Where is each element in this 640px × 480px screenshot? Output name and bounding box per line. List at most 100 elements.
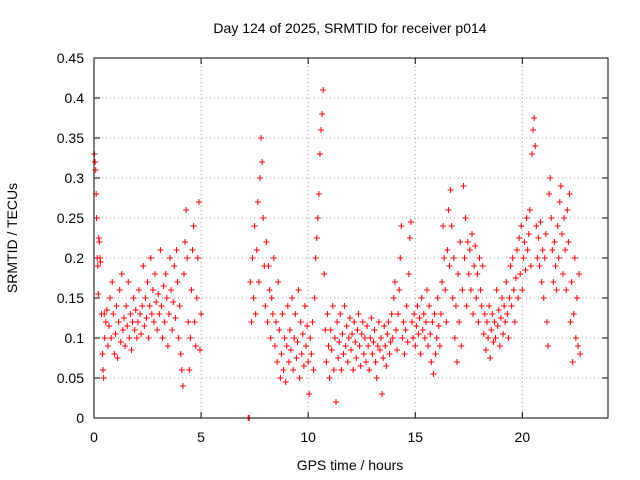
data-point <box>425 343 432 349</box>
data-point <box>284 303 291 309</box>
data-point <box>569 359 576 365</box>
data-point <box>328 347 335 353</box>
data-point <box>506 295 513 301</box>
data-point <box>558 231 565 237</box>
data-point <box>387 339 394 345</box>
data-point <box>497 315 504 321</box>
data-point <box>512 275 519 281</box>
data-point <box>432 351 439 357</box>
data-point <box>160 283 167 289</box>
data-point <box>495 307 502 313</box>
data-point <box>119 327 126 333</box>
data-point <box>253 247 260 253</box>
data-point <box>137 311 144 317</box>
data-point <box>110 311 117 317</box>
data-point <box>520 255 527 261</box>
data-point <box>480 331 487 337</box>
data-point <box>318 127 325 133</box>
data-point <box>255 279 262 285</box>
data-point <box>372 359 379 365</box>
y-tick-label: 0.35 <box>57 130 84 146</box>
data-point <box>135 287 142 293</box>
data-point <box>391 279 398 285</box>
data-point <box>298 351 305 357</box>
data-point <box>388 311 395 317</box>
data-point <box>252 311 259 317</box>
data-point <box>103 307 110 313</box>
data-point <box>436 343 443 349</box>
data-point <box>111 351 118 357</box>
data-point <box>428 359 435 365</box>
data-point <box>150 319 157 325</box>
data-point <box>538 279 545 285</box>
data-point <box>576 271 583 277</box>
data-point <box>390 295 397 301</box>
data-point <box>503 279 510 285</box>
data-point <box>133 335 140 341</box>
data-point <box>316 151 323 157</box>
data-point <box>132 307 139 313</box>
data-point <box>477 287 484 293</box>
data-point <box>327 327 334 333</box>
data-point <box>263 239 270 245</box>
x-tick-label: 5 <box>197 429 205 445</box>
data-point <box>424 287 431 293</box>
data-point <box>300 363 307 369</box>
data-point <box>157 247 164 253</box>
data-point <box>439 279 446 285</box>
data-point <box>299 331 306 337</box>
data-point <box>118 271 125 277</box>
data-point <box>515 295 522 301</box>
data-point <box>346 315 353 321</box>
data-point <box>340 351 347 357</box>
data-point <box>254 199 261 205</box>
data-point <box>286 327 293 333</box>
data-point <box>556 199 563 205</box>
data-point <box>303 343 310 349</box>
data-point <box>371 327 378 333</box>
data-point <box>376 347 383 353</box>
data-point <box>478 303 485 309</box>
data-point <box>247 279 254 285</box>
data-point <box>434 295 441 301</box>
data-point <box>369 351 376 357</box>
data-point <box>183 207 190 213</box>
data-point <box>310 367 317 373</box>
data-point <box>510 287 517 293</box>
data-point <box>492 335 499 341</box>
data-point <box>443 319 450 325</box>
data-point <box>491 319 498 325</box>
data-point <box>448 223 455 229</box>
data-point <box>430 371 437 377</box>
data-point <box>113 303 120 309</box>
data-point <box>248 319 255 325</box>
data-point <box>410 335 417 341</box>
data-point <box>322 327 329 333</box>
data-point <box>352 339 359 345</box>
data-point <box>536 263 543 269</box>
y-tick-label: 0.4 <box>65 90 85 106</box>
data-point <box>343 323 350 329</box>
data-point <box>260 215 267 221</box>
data-point <box>305 359 312 365</box>
data-point <box>409 319 416 325</box>
data-point <box>356 343 363 349</box>
data-point <box>161 319 168 325</box>
data-point <box>182 239 189 245</box>
data-point <box>357 363 364 369</box>
data-point <box>526 207 533 213</box>
data-point <box>319 111 326 117</box>
data-point <box>99 351 106 357</box>
data-point <box>422 319 429 325</box>
data-point <box>295 287 302 293</box>
data-point <box>273 319 280 325</box>
data-point <box>375 319 382 325</box>
data-point <box>312 255 319 261</box>
data-point <box>435 323 442 329</box>
data-point <box>398 223 405 229</box>
data-point <box>180 271 187 277</box>
data-point <box>304 323 311 329</box>
data-point <box>523 215 530 221</box>
data-point <box>511 319 518 325</box>
data-point <box>384 331 391 337</box>
